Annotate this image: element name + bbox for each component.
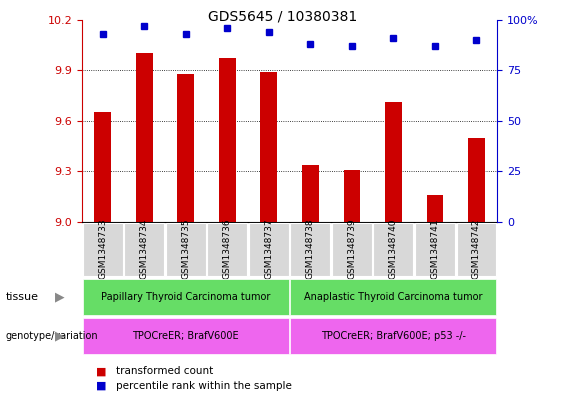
Text: ▶: ▶	[54, 290, 64, 303]
Bar	[290, 318, 497, 354]
Bar	[468, 138, 485, 222]
Text: tissue: tissue	[6, 292, 38, 302]
Bar	[94, 112, 111, 222]
Bar	[344, 170, 360, 222]
Bar	[207, 223, 247, 276]
Bar	[415, 223, 455, 276]
Text: Anaplastic Thyroid Carcinoma tumor: Anaplastic Thyroid Carcinoma tumor	[304, 292, 483, 302]
Bar	[290, 223, 331, 276]
Text: GSM1348737: GSM1348737	[264, 218, 273, 279]
Bar	[290, 279, 497, 315]
Bar	[260, 72, 277, 222]
Text: TPOCreER; BrafV600E: TPOCreER; BrafV600E	[132, 331, 239, 341]
Text: GSM1348739: GSM1348739	[347, 218, 357, 279]
Bar	[177, 73, 194, 222]
Text: GSM1348734: GSM1348734	[140, 218, 149, 279]
Text: GSM1348735: GSM1348735	[181, 218, 190, 279]
Text: TPOCreER; BrafV600E; p53 -/-: TPOCreER; BrafV600E; p53 -/-	[321, 331, 466, 341]
Text: GSM1348742: GSM1348742	[472, 218, 481, 279]
Text: transformed count: transformed count	[116, 366, 213, 376]
Bar	[332, 223, 372, 276]
Bar	[427, 195, 443, 222]
Bar	[82, 223, 123, 276]
Text: GSM1348741: GSM1348741	[431, 218, 440, 279]
Text: percentile rank within the sample: percentile rank within the sample	[116, 381, 292, 391]
Bar	[385, 102, 402, 222]
Text: GSM1348733: GSM1348733	[98, 218, 107, 279]
Bar	[136, 53, 153, 222]
Text: GSM1348738: GSM1348738	[306, 218, 315, 279]
Text: genotype/variation: genotype/variation	[6, 331, 98, 341]
Text: GDS5645 / 10380381: GDS5645 / 10380381	[208, 10, 357, 24]
Text: ■: ■	[96, 381, 107, 391]
Bar	[82, 279, 289, 315]
Bar	[124, 223, 164, 276]
Bar	[302, 165, 319, 222]
Text: Papillary Thyroid Carcinoma tumor: Papillary Thyroid Carcinoma tumor	[101, 292, 271, 302]
Text: ■: ■	[96, 366, 107, 376]
Bar	[219, 59, 236, 222]
Bar	[166, 223, 206, 276]
Text: GSM1348740: GSM1348740	[389, 218, 398, 279]
Bar	[249, 223, 289, 276]
Text: GSM1348736: GSM1348736	[223, 218, 232, 279]
Bar	[82, 318, 289, 354]
Bar	[457, 223, 497, 276]
Text: ▶: ▶	[54, 329, 64, 343]
Bar	[373, 223, 414, 276]
